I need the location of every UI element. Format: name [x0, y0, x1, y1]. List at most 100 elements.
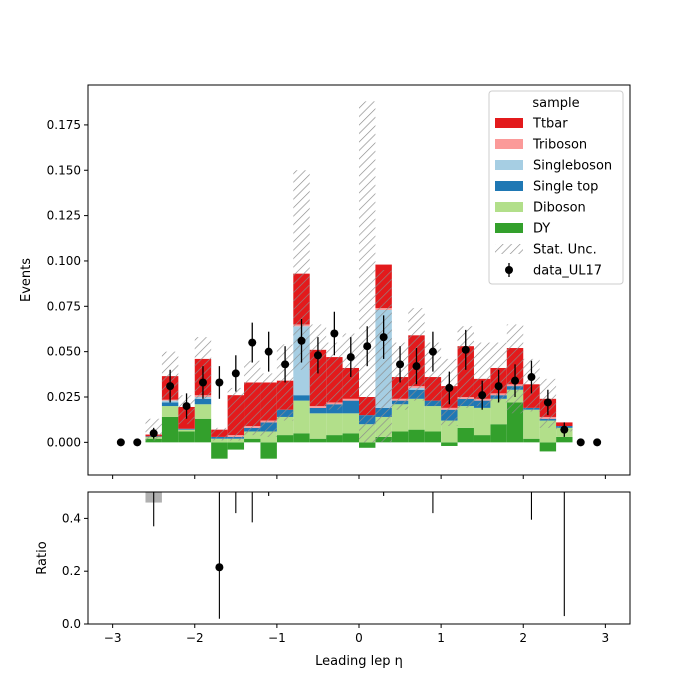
bar — [391, 404, 409, 432]
bar — [309, 438, 327, 443]
bar — [161, 416, 179, 443]
ratio-y-ticks: 0.0 0.2 0.4 — [62, 511, 88, 631]
ratio-y-tick-label: 0.4 — [62, 511, 81, 525]
bar — [490, 424, 507, 443]
data-point — [149, 429, 158, 438]
bar — [293, 433, 310, 443]
y-tick-label: 0.175 — [47, 118, 81, 132]
data-point — [215, 378, 224, 387]
bar — [227, 442, 245, 450]
data-point — [593, 438, 602, 447]
bar — [178, 428, 195, 430]
y-tick-label: 0.025 — [47, 390, 81, 404]
data-point — [166, 382, 175, 391]
bar — [293, 395, 310, 401]
legend-label: DY — [533, 222, 550, 237]
bar — [424, 406, 442, 432]
y-tick-label: 0.075 — [47, 299, 81, 313]
y-tick-label: 0.100 — [47, 254, 81, 268]
bar — [473, 407, 491, 436]
main-y-axis-label: Events — [19, 258, 34, 302]
bar — [342, 400, 359, 414]
main-plot-area — [116, 101, 602, 459]
main-panel: 0.000 0.025 0.050 0.075 0.100 0.125 0.150 0.175… — [19, 84, 631, 479]
data-point — [527, 373, 536, 382]
data-point — [494, 382, 503, 391]
y-tick-label: 0.000 — [47, 435, 81, 449]
ratio-point — [215, 563, 224, 572]
legend-label: Singleboson — [533, 159, 612, 174]
stat-unc-bin — [424, 342, 442, 407]
legend-swatch — [495, 118, 523, 128]
legend-label: data_UL17 — [533, 264, 602, 279]
data-point — [576, 438, 585, 447]
legend-item: DY — [495, 222, 550, 237]
bar — [309, 406, 327, 408]
y-tick-label: 0.050 — [47, 345, 81, 359]
bar — [194, 418, 212, 443]
data-points — [116, 311, 602, 447]
legend-label: Single top — [533, 180, 598, 195]
legend-item: Ttbar — [495, 117, 568, 132]
legend-swatch-hatch — [495, 244, 523, 254]
bar — [556, 436, 573, 443]
stat-unc-bin — [260, 373, 277, 437]
legend-label: Diboson — [533, 201, 586, 216]
data-point — [264, 347, 273, 356]
data-point — [543, 398, 552, 407]
stat-unc-bin — [326, 342, 343, 410]
bar — [244, 438, 261, 443]
main-x-ticks — [112, 475, 606, 479]
ratio-panel: 0.0 0.2 0.4 −3 −2 −1 0 1 2 3 Ratio Leading lep η — [35, 491, 631, 669]
x-tick-label: 3 — [602, 631, 610, 645]
data-point — [412, 362, 421, 371]
x-tick-label: −2 — [186, 631, 204, 645]
data-point — [511, 376, 520, 385]
data-point — [379, 333, 388, 342]
bar — [326, 413, 343, 436]
data-point — [363, 342, 372, 351]
stat-unc-bin — [227, 387, 245, 441]
ratio-y-axis-label: Ratio — [35, 541, 50, 574]
y-tick-label: 0.150 — [47, 163, 81, 177]
x-tick-label: 1 — [437, 631, 445, 645]
bar — [342, 433, 359, 443]
ratio-y-tick-label: 0.0 — [62, 617, 81, 631]
legend-swatch — [495, 160, 523, 170]
legend-swatch — [495, 139, 523, 149]
legend-swatch — [495, 223, 523, 233]
bar — [178, 431, 195, 443]
bar — [457, 427, 474, 443]
bar — [309, 413, 327, 439]
bar — [359, 442, 376, 448]
bar — [211, 442, 228, 459]
bar — [276, 435, 294, 443]
stat-unc-bin — [293, 170, 310, 370]
bar — [260, 442, 277, 459]
bar — [342, 398, 359, 401]
bar — [408, 429, 425, 443]
data-point — [281, 360, 290, 369]
legend-label: Triboson — [532, 138, 587, 153]
bar — [391, 431, 409, 443]
legend-item: Singleboson — [495, 159, 612, 174]
data-point — [461, 345, 470, 354]
bar — [161, 402, 179, 407]
x-tick-label: 2 — [519, 631, 527, 645]
bar — [326, 435, 343, 443]
bar — [473, 435, 491, 443]
legend-label: Stat. Unc. — [533, 243, 597, 258]
data-point — [182, 402, 191, 411]
bar — [161, 406, 179, 417]
legend-swatch — [495, 181, 523, 191]
legend-items: Ttbar Triboson Singleboson Single top Diboso… — [495, 117, 612, 279]
bar — [194, 398, 212, 405]
bar — [539, 442, 557, 452]
bar — [441, 442, 458, 446]
bar — [293, 400, 310, 434]
data-point — [428, 347, 437, 356]
ratio-y-tick-label: 0.2 — [62, 564, 81, 578]
x-tick-label: −1 — [268, 631, 286, 645]
legend-item: Single top — [495, 180, 598, 195]
